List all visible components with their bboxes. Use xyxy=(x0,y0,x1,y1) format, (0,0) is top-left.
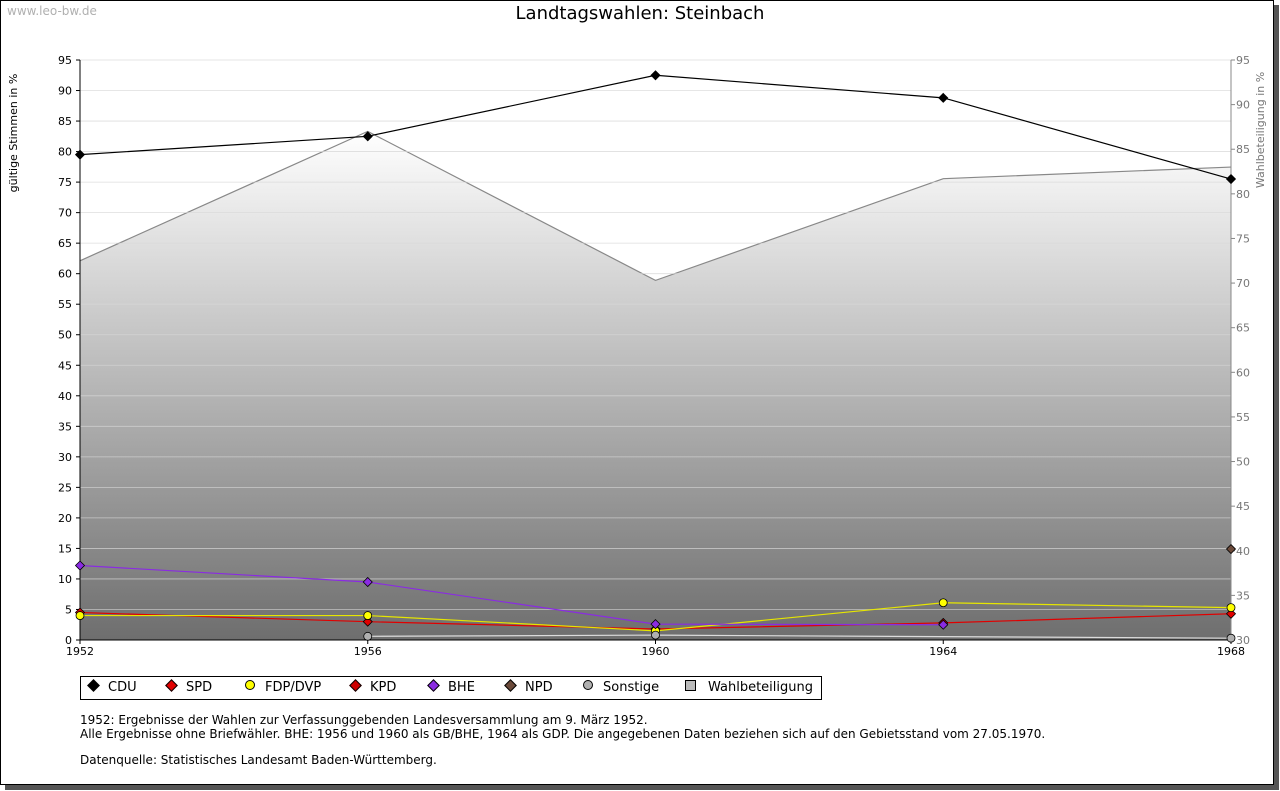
y2-tick-label: 45 xyxy=(1236,500,1250,513)
data-point xyxy=(1226,603,1236,613)
legend-label: Wahlbeteiligung xyxy=(708,680,814,695)
y-tick-label: 0 xyxy=(65,634,72,647)
note-source: Datenquelle: Statistisches Landesamt Bad… xyxy=(80,753,437,767)
legend-label: SPD xyxy=(186,680,213,695)
y-tick-label: 55 xyxy=(58,298,72,311)
data-point xyxy=(650,70,661,81)
legend: CDU SPD FDP/DVP KPD BHE NPD Sonstige Wahlbeteil… xyxy=(80,676,822,700)
data-point xyxy=(362,131,373,142)
data-point xyxy=(362,616,373,627)
data-point xyxy=(362,576,373,588)
y-tick-label: 80 xyxy=(58,146,72,159)
data-point xyxy=(1226,633,1236,643)
y-tick-label: 70 xyxy=(58,207,72,220)
y2-tick-label: 40 xyxy=(1236,545,1250,558)
y2-tick-label: 50 xyxy=(1236,456,1250,469)
y-tick-label: 10 xyxy=(58,573,72,586)
data-point xyxy=(363,631,373,641)
legend-label: Sonstige xyxy=(603,680,660,695)
y2-axis-label: Wahlbeteiligung in % xyxy=(1254,72,1267,188)
data-point xyxy=(74,149,86,160)
data-point xyxy=(650,619,661,630)
legend-marker xyxy=(87,679,100,692)
x-tick-label: 1964 xyxy=(929,645,957,658)
y-tick-label: 5 xyxy=(65,603,72,616)
data-point xyxy=(1225,173,1237,185)
y2-tick-label: 95 xyxy=(1236,54,1250,67)
legend-item: NPD xyxy=(504,679,553,695)
data-point xyxy=(74,560,86,571)
legend-marker xyxy=(245,680,255,690)
legend-label: NPD xyxy=(525,680,553,695)
data-point xyxy=(1225,543,1237,555)
watermark: www.leo-bw.de xyxy=(7,4,97,18)
y-tick-label: 25 xyxy=(58,481,72,494)
legend-item: Sonstige xyxy=(583,680,659,695)
y2-tick-label: 60 xyxy=(1236,366,1250,379)
chart-title: Landtagswahlen: Steinbach xyxy=(515,3,765,24)
y-tick-label: 65 xyxy=(58,237,72,250)
y-tick-label: 60 xyxy=(58,268,72,281)
y-tick-label: 45 xyxy=(58,359,72,372)
legend-marker xyxy=(349,679,362,692)
x-tick-label: 1960 xyxy=(642,645,670,658)
data-point xyxy=(938,619,949,630)
y2-tick-label: 65 xyxy=(1236,322,1250,335)
legend-item: FDP/DVP xyxy=(245,680,321,695)
legend-item: CDU xyxy=(87,679,137,695)
y-tick-label: 90 xyxy=(58,85,72,98)
data-point xyxy=(938,598,948,608)
y-tick-label: 85 xyxy=(58,115,72,128)
legend-item: Wahlbeteiligung xyxy=(685,680,813,695)
y-axis-label: gültige Stimmen in % xyxy=(7,74,20,193)
data-point xyxy=(651,630,660,640)
turnout-line xyxy=(79,130,1232,282)
y2-tick-label: 30 xyxy=(1236,634,1250,647)
legend-label: BHE xyxy=(448,680,475,695)
y-tick-label: 20 xyxy=(58,512,72,525)
legend-marker xyxy=(504,679,517,692)
data-point xyxy=(1225,608,1237,619)
legend-item: KPD xyxy=(349,679,397,695)
legend-label: FDP/DVP xyxy=(265,680,322,695)
x-tick-label: 1952 xyxy=(66,645,94,658)
series-line-bhe xyxy=(79,564,944,626)
y2-tick-label: 70 xyxy=(1236,277,1250,290)
y-tick-label: 35 xyxy=(58,420,72,433)
turnout-area xyxy=(80,131,1231,640)
y-tick-label: 40 xyxy=(58,390,72,403)
legend-label: CDU xyxy=(108,680,137,695)
note-1952: 1952: Ergebnisse der Wahlen zur Verfassu… xyxy=(80,713,648,727)
x-tick-label: 1968 xyxy=(1217,645,1245,658)
legend-marker xyxy=(685,680,696,691)
x-tick-label: 1956 xyxy=(354,645,382,658)
y2-tick-label: 55 xyxy=(1236,411,1250,424)
y2-tick-label: 75 xyxy=(1236,232,1250,245)
y2-tick-label: 85 xyxy=(1236,143,1250,156)
y-tick-label: 15 xyxy=(58,542,72,555)
y2-tick-label: 35 xyxy=(1236,589,1250,602)
y2-tick-label: 80 xyxy=(1236,188,1250,201)
y-tick-label: 50 xyxy=(58,329,72,342)
legend-label: KPD xyxy=(370,680,397,695)
y-tick-label: 30 xyxy=(58,451,72,464)
legend-marker xyxy=(583,680,593,690)
y-tick-label: 75 xyxy=(58,176,72,189)
legend-marker xyxy=(165,679,178,692)
data-point xyxy=(938,92,949,103)
y-tick-label: 95 xyxy=(58,54,72,67)
y2-tick-label: 90 xyxy=(1236,99,1250,112)
data-point xyxy=(75,611,85,620)
data-point xyxy=(363,611,373,620)
legend-item: BHE xyxy=(427,679,475,695)
legend-marker xyxy=(427,679,440,692)
legend-item: SPD xyxy=(165,679,213,695)
note-briefwaehler: Alle Ergebnisse ohne Briefwähler. BHE: 1… xyxy=(80,727,1046,741)
